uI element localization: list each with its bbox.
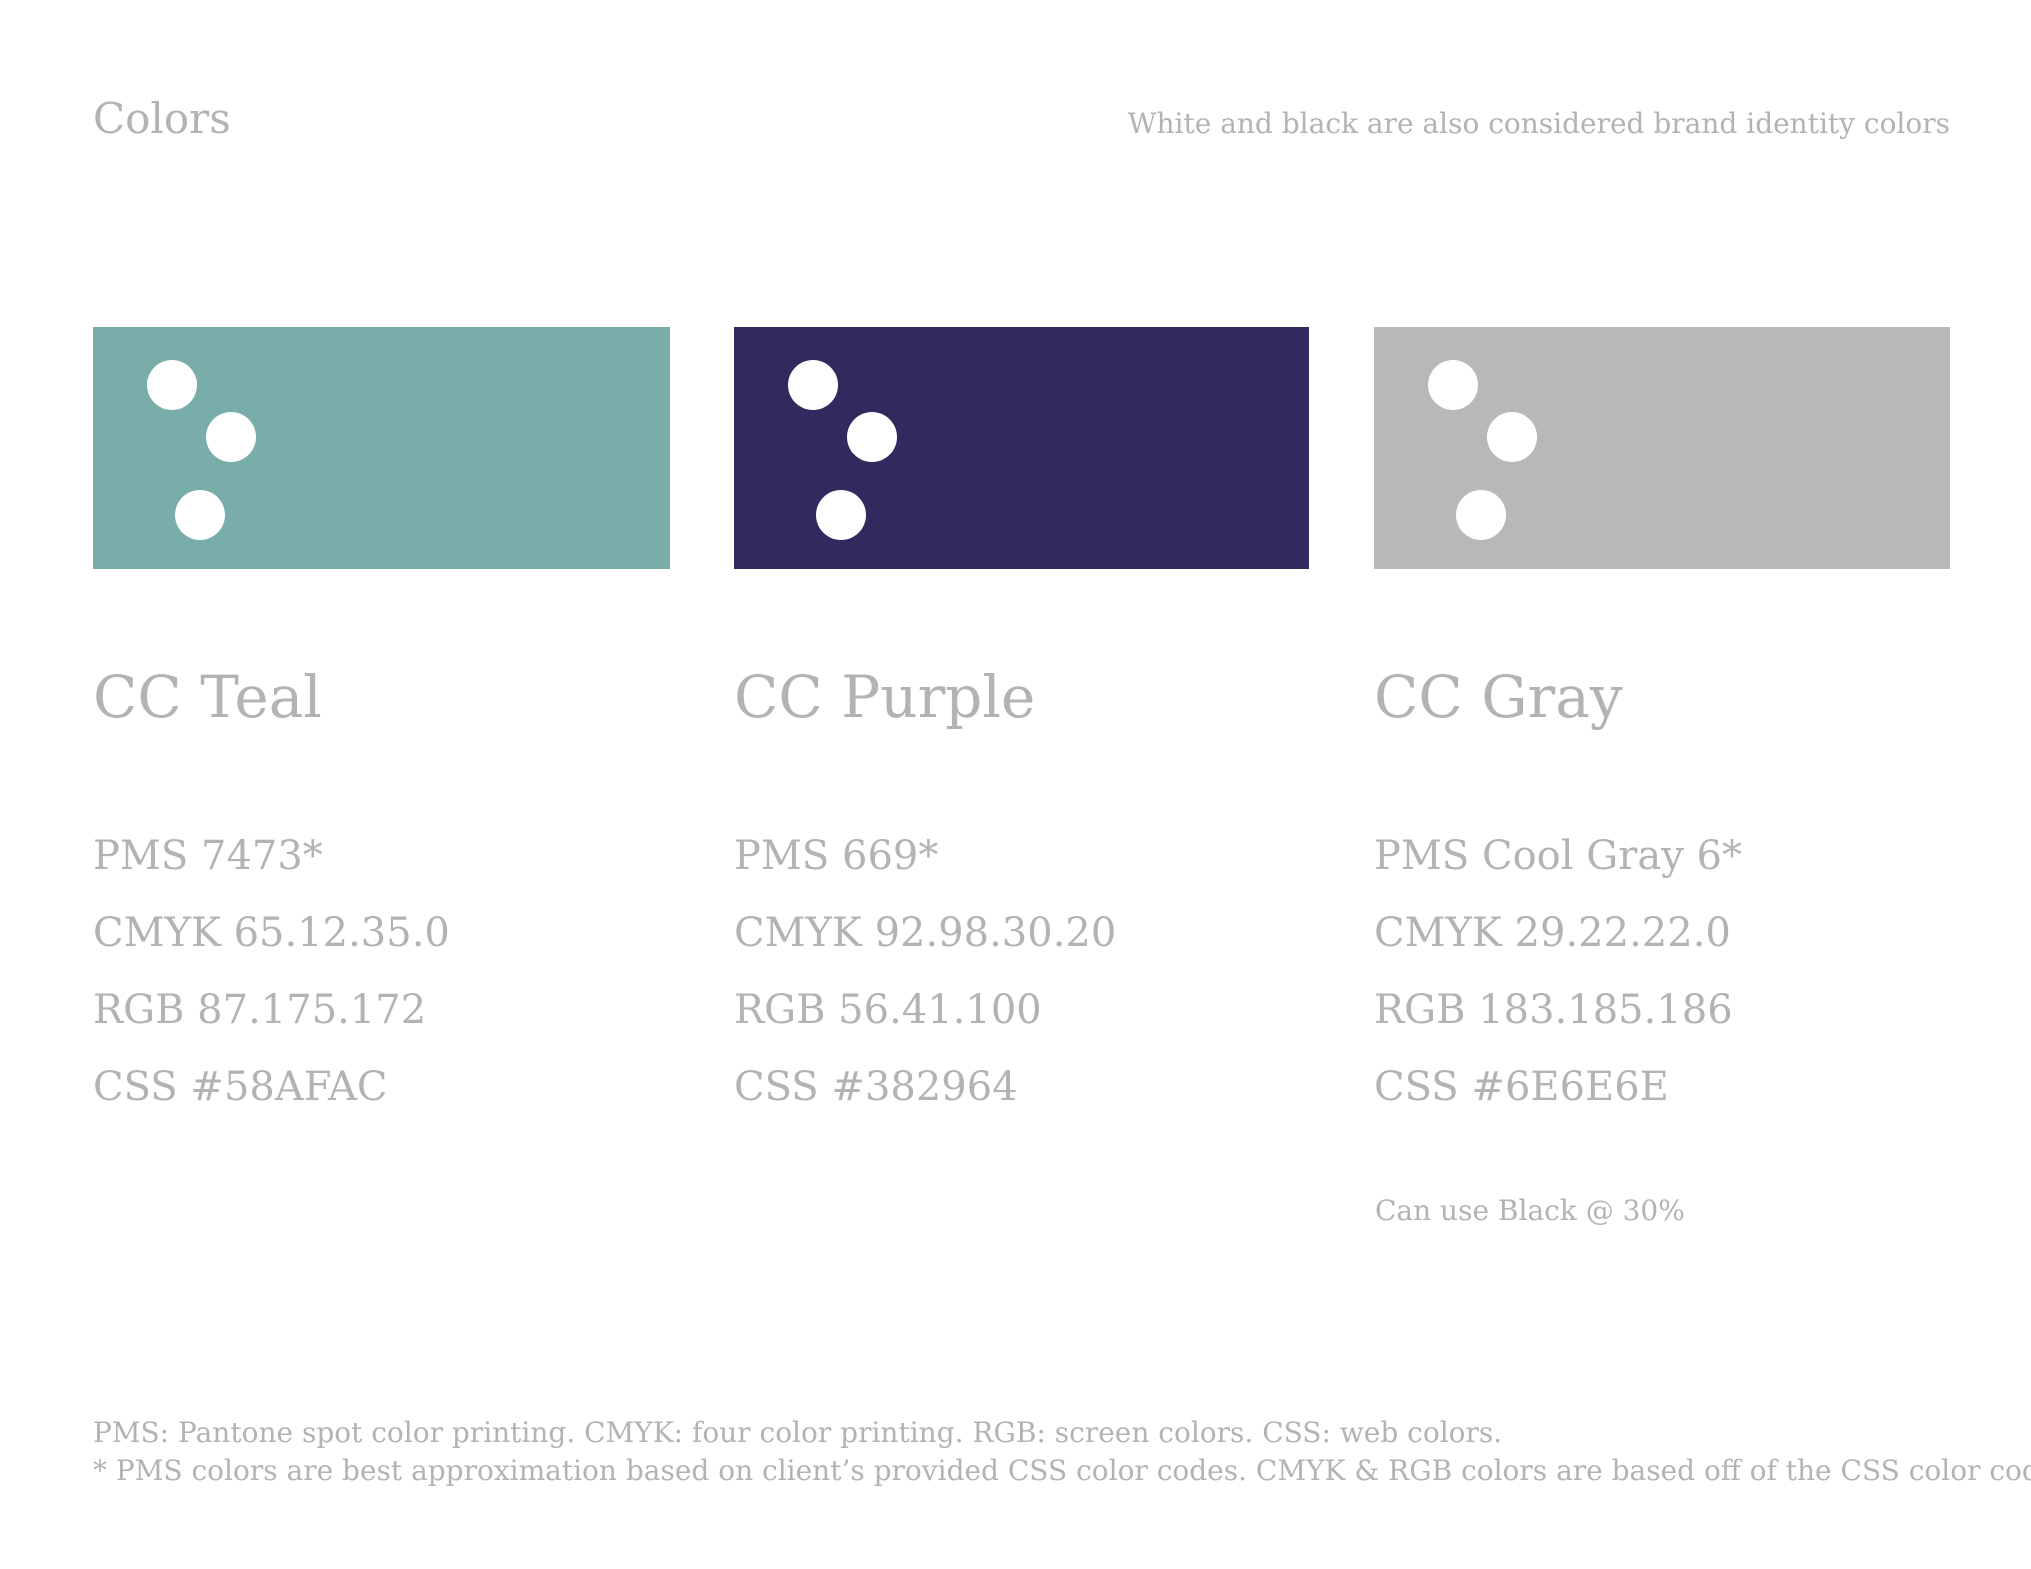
swatch-dot: [175, 490, 225, 540]
color-spec-list: PMS 7473* CMYK 65.12.35.0 RGB 87.175.172…: [93, 818, 670, 1126]
color-name: CC Gray: [1374, 663, 1623, 731]
rgb-value: RGB 87.175.172: [93, 987, 427, 1033]
cmyk-value: CMYK 29.22.22.0: [1374, 910, 1731, 956]
footnote-line: * PMS colors are best approximation base…: [93, 1454, 2031, 1487]
pms-value: PMS 669*: [734, 833, 939, 879]
cmyk-value: CMYK 92.98.30.20: [734, 910, 1117, 956]
color-spec-list: PMS 669* CMYK 92.98.30.20 RGB 56.41.100 …: [734, 818, 1311, 1126]
color-spec-list: PMS Cool Gray 6* CMYK 29.22.22.0 RGB 183…: [1374, 818, 1951, 1126]
color-column-purple: CC Purple PMS 669* CMYK 92.98.30.20 RGB …: [734, 668, 1311, 1126]
swatch-dot: [1428, 360, 1478, 410]
css-value: CSS #58AFAC: [93, 1064, 388, 1110]
page-title: Colors: [93, 94, 231, 143]
swatch-gray: [1374, 327, 1950, 569]
rgb-value: RGB 56.41.100: [734, 987, 1042, 1033]
swatch-teal: [93, 327, 670, 569]
color-column-gray: CC Gray PMS Cool Gray 6* CMYK 29.22.22.0…: [1374, 668, 1951, 1126]
swatch-dot: [816, 490, 866, 540]
color-name: CC Teal: [93, 663, 322, 731]
cmyk-value: CMYK 65.12.35.0: [93, 910, 450, 956]
pms-value: PMS 7473*: [93, 833, 323, 879]
swatch-dot: [147, 360, 197, 410]
color-column-teal: CC Teal PMS 7473* CMYK 65.12.35.0 RGB 87…: [93, 668, 670, 1126]
swatch-dot: [788, 360, 838, 410]
swatch-purple: [734, 327, 1309, 569]
swatch-dot: [206, 412, 256, 462]
pms-value: PMS Cool Gray 6*: [1374, 833, 1742, 879]
swatch-dot: [847, 412, 897, 462]
swatch-dot: [1487, 412, 1537, 462]
css-value: CSS #382964: [734, 1064, 1018, 1110]
color-name: CC Purple: [734, 663, 1036, 731]
rgb-value: RGB 183.185.186: [1374, 987, 1733, 1033]
css-value: CSS #6E6E6E: [1374, 1064, 1669, 1110]
gray-usage-note: Can use Black @ 30%: [1375, 1194, 1685, 1227]
footnote-line: PMS: Pantone spot color printing. CMYK: …: [93, 1416, 1503, 1449]
brand-colors-note: White and black are also considered bran…: [1127, 107, 1950, 140]
swatch-dot: [1456, 490, 1506, 540]
footnotes: PMS: Pantone spot color printing. CMYK: …: [93, 1414, 2031, 1490]
